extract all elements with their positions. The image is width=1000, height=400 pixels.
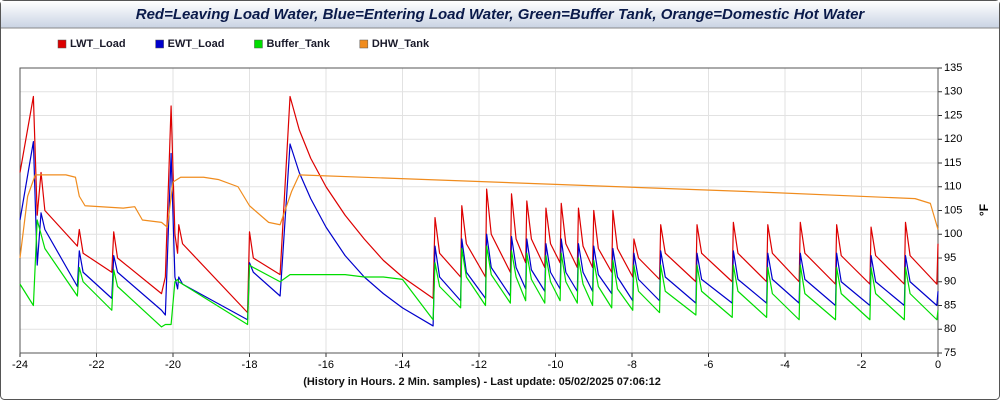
legend-label: DHW_Tank	[372, 38, 430, 50]
legend-swatch	[359, 39, 369, 49]
x-tick-label: -6	[704, 359, 714, 371]
plot-border	[19, 67, 939, 354]
y-tick-label: 130	[944, 86, 962, 98]
y-tick-label: 110	[944, 181, 962, 193]
y-tick-label: 90	[944, 276, 956, 288]
x-tick-label: -14	[395, 359, 411, 371]
series-line	[19, 141, 939, 327]
y-tick-label: 85	[944, 299, 956, 311]
x-tick-label: -12	[471, 359, 487, 371]
x-tick-label: -4	[780, 359, 790, 371]
legend-swatch	[155, 39, 164, 49]
legend-label: LWT_Load	[70, 38, 126, 50]
y-tick-label: 100	[944, 228, 962, 240]
x-tick-label: -22	[89, 359, 105, 371]
y-tick-label: 125	[944, 109, 962, 121]
y-tick-label: 75	[944, 347, 956, 359]
x-tick-label: 0	[935, 359, 941, 371]
x-tick-label: -8	[627, 359, 637, 371]
x-tick-label: -2	[857, 359, 867, 371]
title-bar	[1, 1, 999, 28]
x-axis-label: (History in Hours. 2 Min. samples) - Las…	[303, 376, 661, 388]
x-tick-label: -18	[242, 359, 258, 371]
y-tick-label: 80	[944, 323, 956, 335]
x-tick-label: -10	[548, 359, 564, 371]
y-tick-label: 105	[944, 204, 962, 216]
y-axis-label: °F	[977, 204, 991, 216]
x-tick-label: -24	[12, 359, 28, 371]
series-line	[19, 174, 939, 259]
legend-label: Buffer_Tank	[266, 38, 330, 50]
series-line	[19, 95, 939, 314]
legend-swatch	[57, 39, 67, 49]
series-line	[19, 219, 939, 328]
chart-title: Red=Leaving Load Water, Blue=Entering Lo…	[136, 6, 866, 23]
y-tick-label: 95	[944, 252, 956, 264]
legend-label: EWT_Load	[168, 38, 225, 50]
y-tick-label: 135	[944, 62, 962, 74]
legend-swatch	[254, 39, 263, 49]
y-tick-label: 120	[944, 133, 962, 145]
x-tick-label: -20	[165, 359, 181, 371]
x-tick-label: -16	[318, 359, 334, 371]
y-tick-label: 115	[944, 157, 962, 169]
